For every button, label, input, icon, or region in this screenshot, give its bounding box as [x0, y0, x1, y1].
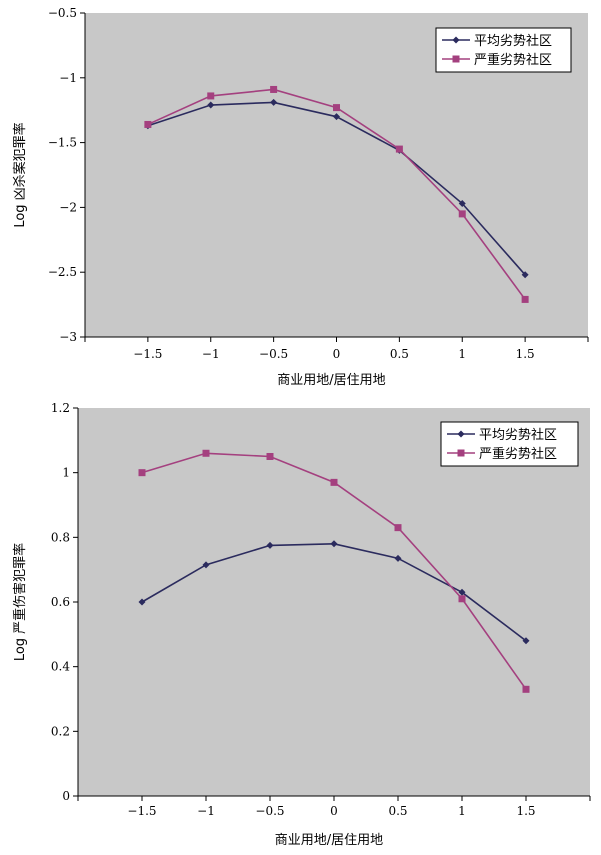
legend-box — [440, 421, 579, 467]
y-tick-label: 0 — [62, 789, 70, 803]
legend-label: 严重劣势社区 — [479, 446, 557, 462]
data-point-square — [333, 104, 340, 112]
x-tick-label: 1.5 — [516, 347, 535, 361]
legend-label: 平均劣势社区 — [474, 33, 552, 49]
data-point-diamond — [330, 540, 338, 548]
x-axis-title: 商业用地/居住用地 — [277, 373, 385, 388]
data-point-square — [521, 295, 529, 303]
data-point-diamond — [270, 98, 278, 106]
x-tick-label: 1 — [458, 347, 466, 361]
legend-marker-diamond — [452, 36, 460, 44]
data-point-square — [522, 685, 530, 693]
x-tick-label: −1 — [202, 347, 220, 361]
data-point-diamond — [333, 113, 340, 121]
legend-marker-diamond — [457, 430, 465, 438]
y-tick-label: −2 — [59, 200, 77, 214]
x-tick-label: −1.5 — [127, 804, 156, 818]
data-point-diamond — [207, 101, 215, 109]
data-point-diamond — [202, 561, 210, 569]
data-point-square — [395, 145, 403, 153]
legend-box — [435, 27, 572, 73]
y-tick-label: 0.8 — [51, 530, 70, 544]
legend-label: 平均劣势社区 — [479, 427, 557, 443]
data-point-diamond — [522, 637, 530, 645]
data-point-square — [266, 453, 274, 460]
data-point-diamond — [521, 271, 529, 279]
y-tick-label: −2.5 — [48, 265, 77, 279]
x-tick-label: −0.5 — [255, 804, 284, 818]
data-point-square — [330, 478, 338, 486]
data-point-square — [458, 210, 466, 218]
y-tick-label: −1.5 — [48, 136, 77, 150]
y-tick-label: −1 — [59, 71, 77, 85]
chart-panel-1: −3 −2.5 −2 −1.5 −1 −0.5 −1.5 −1 −0.5 0 0.5 1 1.5 商业用地… — [12, 6, 589, 388]
x-tick-label: −0.5 — [259, 347, 288, 361]
x-tick-label: 0.5 — [388, 804, 407, 818]
data-point-square — [270, 85, 278, 93]
data-point-square — [202, 449, 210, 457]
x-tick-label: 1 — [458, 804, 466, 818]
legend-label: 严重劣势社区 — [474, 52, 552, 68]
y-tick-label: 1 — [62, 466, 70, 480]
y-tick-label: 0.6 — [51, 595, 70, 609]
data-point-diamond — [266, 541, 274, 549]
x-tick-label: −1 — [197, 804, 215, 818]
x-tick-label: 1.5 — [516, 804, 535, 818]
legend-marker-square — [457, 449, 465, 457]
x-axis-title: 商业用地/居住用地 — [275, 833, 383, 848]
y-axis-title: Log 凶杀案犯罪率 — [12, 122, 28, 227]
x-tick-label: 0 — [330, 804, 338, 818]
plot-area — [78, 408, 590, 796]
y-tick-label: −0.5 — [48, 6, 77, 20]
y-tick-label: 1.2 — [51, 401, 70, 415]
data-point-diamond — [138, 598, 146, 606]
x-tick-label: 0.5 — [390, 347, 409, 361]
data-point-square — [394, 524, 402, 532]
data-point-square — [138, 469, 146, 477]
data-point-diamond — [458, 200, 466, 208]
chart-panel-2: 0 0.2 0.4 0.6 0.8 1 1.2 −1.5 −1 −0.5 0 0.5 1 1.5 商业用地/… — [12, 401, 591, 848]
x-tick-label: 0 — [333, 347, 341, 361]
data-point-diamond — [458, 588, 466, 596]
y-axis-title: Log 严重伤害犯罪率 — [12, 543, 28, 661]
data-point-square — [458, 595, 466, 603]
y-tick-label: −3 — [59, 330, 77, 344]
x-tick-label: −1.5 — [133, 347, 162, 361]
legend-marker-square — [452, 55, 460, 63]
data-point-diamond — [394, 554, 402, 562]
data-point-square — [207, 92, 215, 100]
data-point-square — [144, 120, 152, 128]
y-tick-label: 0.4 — [51, 660, 70, 674]
y-tick-label: 0.2 — [51, 724, 70, 738]
